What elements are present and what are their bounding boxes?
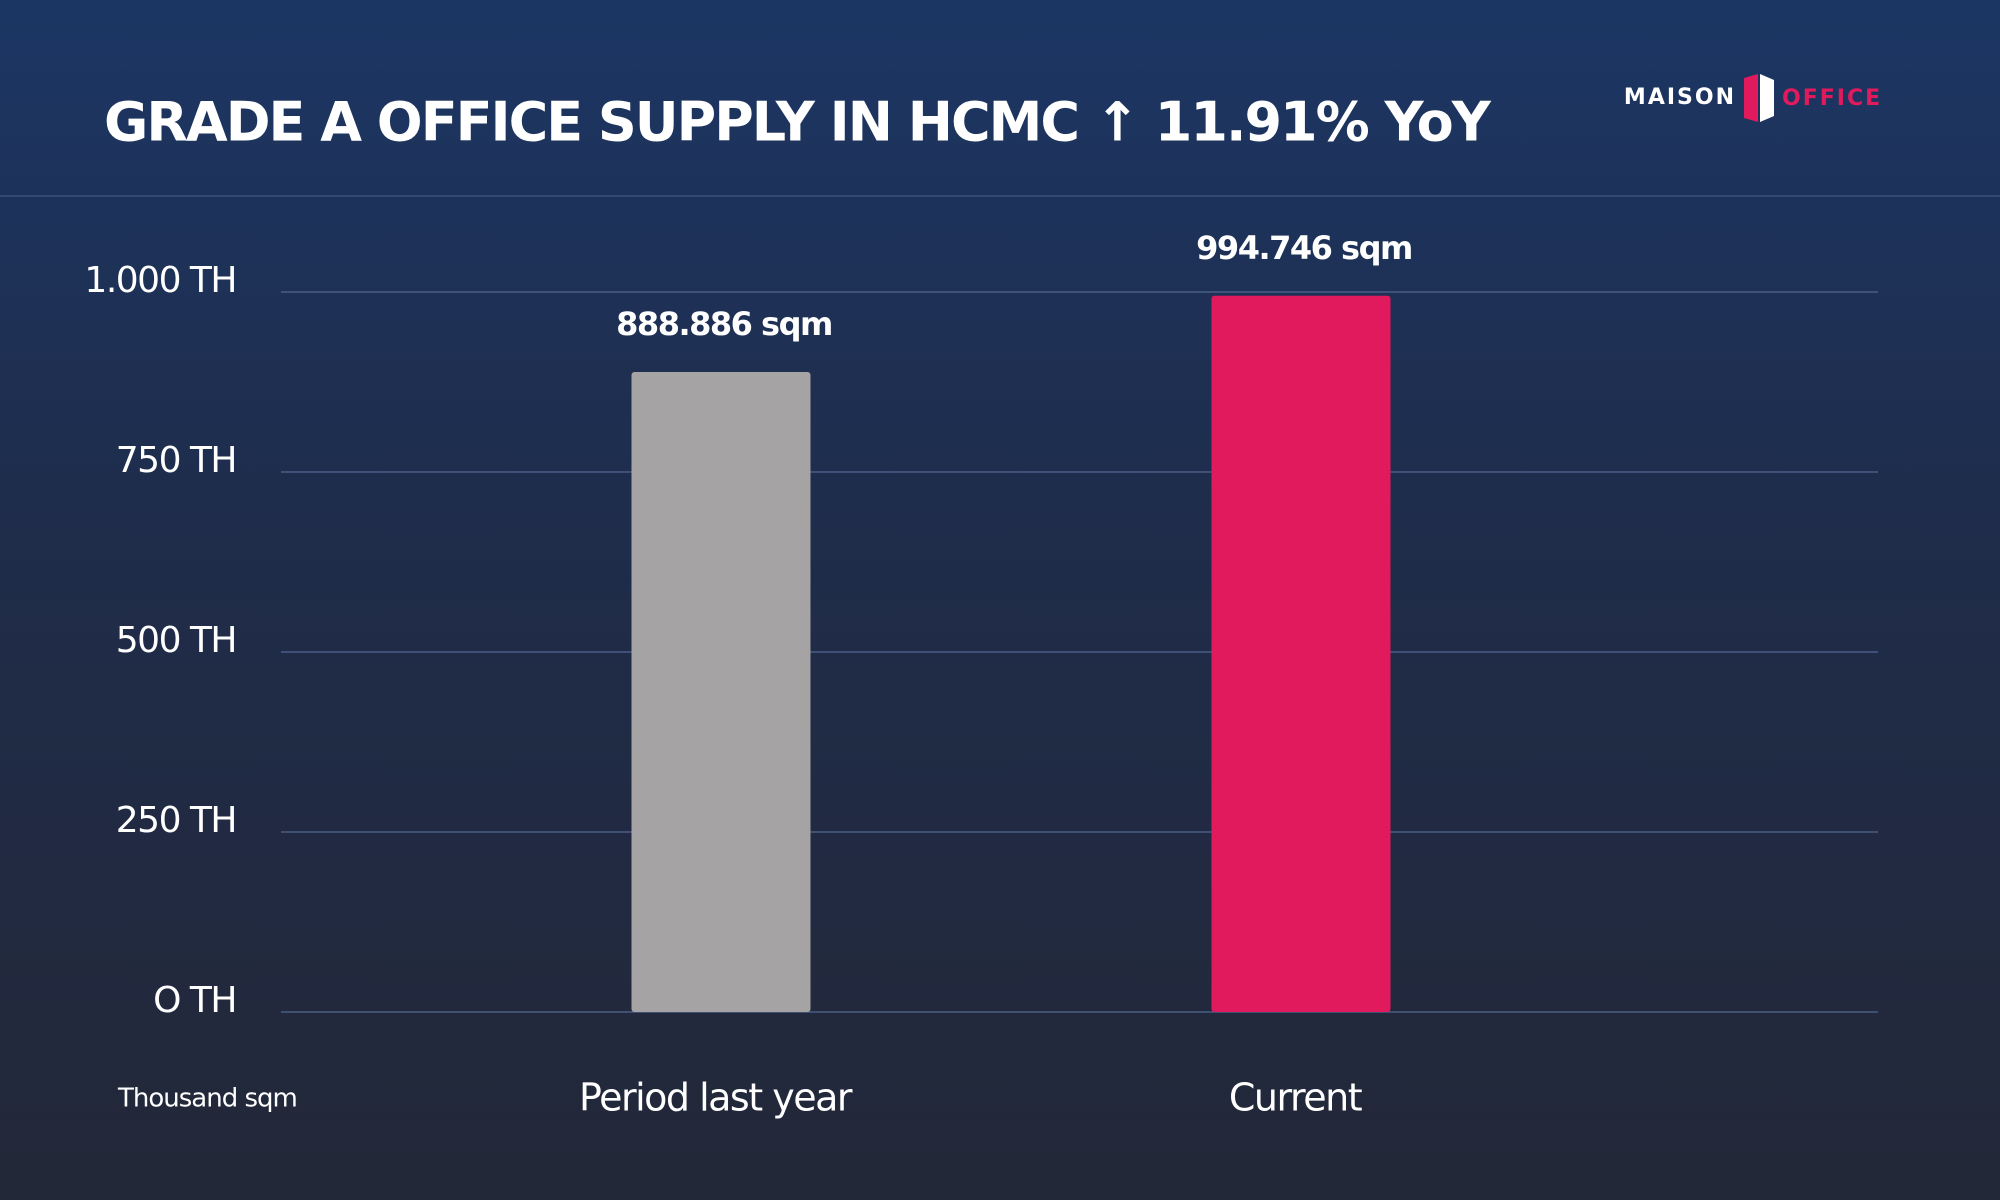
y-axis-label: Thousand sqm <box>117 1084 297 1114</box>
y-tick-label: 750 TH <box>116 440 236 481</box>
data-label: 994.746 sqm <box>1196 229 1412 267</box>
y-tick-label: O TH <box>153 980 236 1021</box>
bar <box>1211 295 1391 1013</box>
brand-icon <box>1760 74 1774 122</box>
bar <box>631 372 811 1012</box>
brand-right: OFFICE <box>1782 86 1882 111</box>
chart-title: GRADE A OFFICE SUPPLY IN HCMC ↑ 11.91% Y… <box>104 91 1492 154</box>
y-tick-label: 250 TH <box>116 800 236 841</box>
brand-icon <box>1744 74 1758 122</box>
brand-left: MAISON <box>1624 85 1736 110</box>
y-tick-label: 1.000 TH <box>84 260 236 301</box>
data-label: 888.886 sqm <box>616 305 832 343</box>
x-tick-label: Current <box>1229 1076 1362 1120</box>
y-tick-label: 500 TH <box>116 620 236 661</box>
x-tick-label: Period last year <box>579 1076 853 1120</box>
